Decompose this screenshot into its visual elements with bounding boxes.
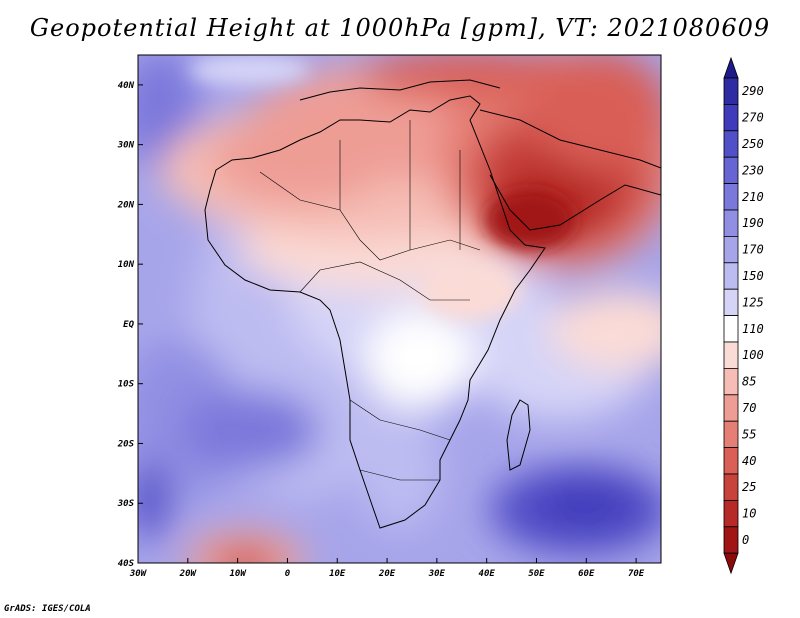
longitude-axis: 30W 20W 10W 0 10E 20E 30E 40E 50E 60E 70E <box>129 558 645 579</box>
colorbar-label: 70 <box>742 401 756 415</box>
chart-title: Geopotential Height at 1000hPa [gpm], VT… <box>29 14 771 42</box>
lon-label: 30W <box>129 569 148 579</box>
colorbar-label: 250 <box>742 137 764 151</box>
colorbar-label: 150 <box>742 269 764 283</box>
colorbar-swatch <box>723 315 739 343</box>
lon-label: 20W <box>179 569 198 579</box>
colorbar-label: 110 <box>742 322 764 336</box>
colorbar-swatch <box>723 77 739 105</box>
colorbar-label: 100 <box>742 348 764 362</box>
colorbar-swatch <box>723 209 739 237</box>
lat-label: 10S <box>118 380 135 390</box>
borders <box>259 120 481 481</box>
colorbar-label: 125 <box>742 295 764 309</box>
lat-label: EQ <box>123 320 134 330</box>
lon-label: 10W <box>229 569 247 579</box>
colorbar-label: 190 <box>742 216 764 230</box>
colorbar-label: 270 <box>742 111 764 125</box>
colorbar-swatch <box>723 473 739 501</box>
plot-frame <box>137 54 662 564</box>
lon-label: 50E <box>528 569 545 579</box>
colorbar-swatch <box>723 183 739 211</box>
lon-label: 40E <box>479 569 496 579</box>
colorbar-label: 230 <box>742 163 764 177</box>
lon-label: 70E <box>628 569 645 579</box>
colorbar-label: 290 <box>742 84 764 98</box>
lon-label: 30E <box>428 569 446 579</box>
colorbar-label: 210 <box>742 190 764 204</box>
colorbar-label: 25 <box>742 480 756 494</box>
colorbar-label: 55 <box>742 427 756 441</box>
colorbar-swatch <box>723 447 739 475</box>
grads-credit: GrADS: IGES/COLA <box>4 604 91 614</box>
lon-label: 60E <box>578 569 595 579</box>
colorbar-swatch <box>723 262 739 290</box>
colorbar-swatch <box>723 367 739 396</box>
lat-label: 20N <box>117 200 135 210</box>
lon-label: 20E <box>378 569 396 579</box>
colorbar-swatch <box>723 130 739 158</box>
lon-label: 10E <box>329 569 346 579</box>
lat-label: 30S <box>117 499 135 509</box>
colorbar-swatch <box>723 394 739 422</box>
colorbar-label: 10 <box>742 507 756 521</box>
lon-label: 0 <box>285 569 291 579</box>
colorbar-swatch <box>723 156 739 184</box>
lat-label: 30N <box>117 141 135 151</box>
latitude-axis: 40N 30N 20N 10N EQ 10S 20S 30S 40S <box>117 81 143 569</box>
colorbar-swatch <box>723 104 739 132</box>
colorbar-swatch <box>723 420 739 449</box>
colorbar-bottom-arrow <box>723 552 739 575</box>
geopotential-field <box>138 55 661 563</box>
lat-label: 20S <box>117 439 135 449</box>
coastlines <box>204 79 661 529</box>
colorbar-swatch <box>723 526 739 554</box>
colorbar: 2902702502302101901701501251101008570554… <box>723 56 764 575</box>
colorbar-label: 0 <box>742 533 749 547</box>
colorbar-label: 170 <box>742 243 764 257</box>
colorbar-swatch <box>723 499 739 528</box>
colorbar-label: 40 <box>742 454 756 468</box>
lat-label: 40N <box>118 81 135 91</box>
colorbar-swatch <box>723 235 739 264</box>
lat-label: 10N <box>118 260 135 270</box>
colorbar-label: 85 <box>742 375 756 389</box>
colorbar-swatch <box>723 341 739 369</box>
lat-label: 40S <box>118 559 135 569</box>
colorbar-top-arrow <box>723 56 739 79</box>
colorbar-swatch <box>723 288 739 317</box>
